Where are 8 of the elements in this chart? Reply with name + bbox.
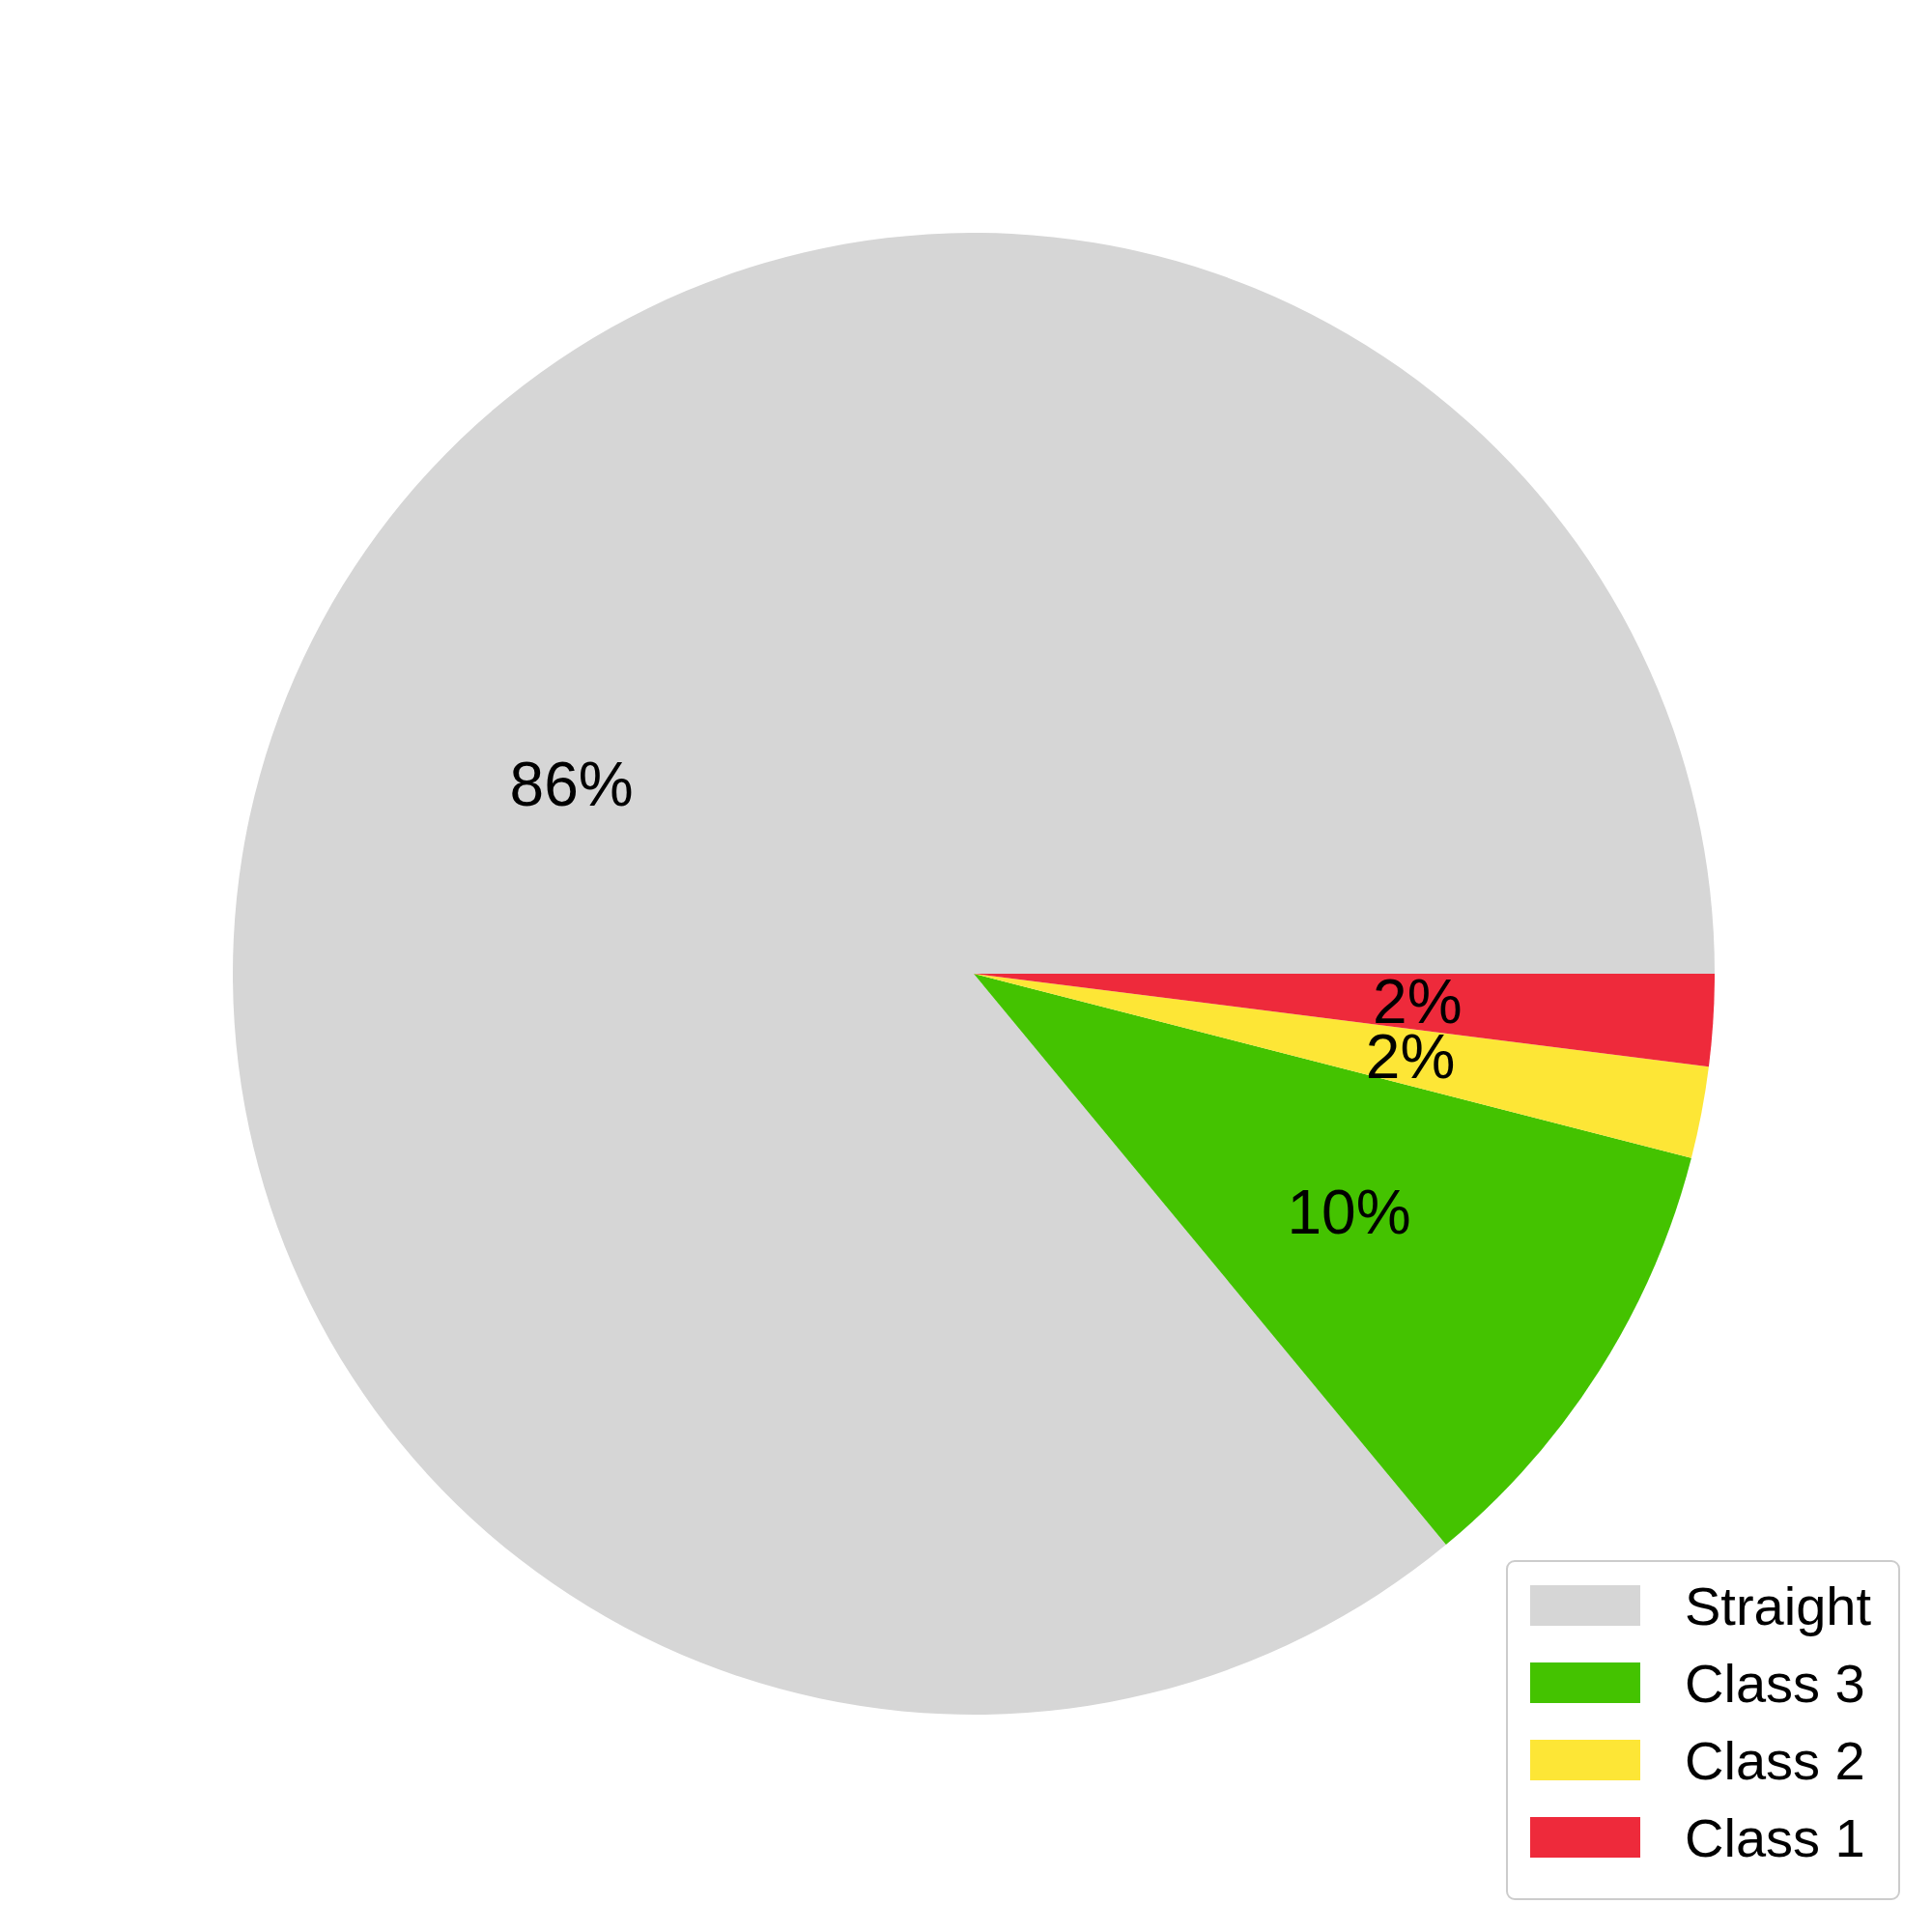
data-label: 86% [509,750,634,820]
data-label: 10% [1287,1177,1411,1247]
legend-label: Class 2 [1685,1729,1865,1791]
legend-label: Class 3 [1685,1652,1865,1714]
pie-slice [974,974,1691,1545]
legend-label: Class 1 [1685,1806,1865,1868]
legend-label: Straight [1685,1575,1872,1636]
pie-slice [974,974,1709,1158]
